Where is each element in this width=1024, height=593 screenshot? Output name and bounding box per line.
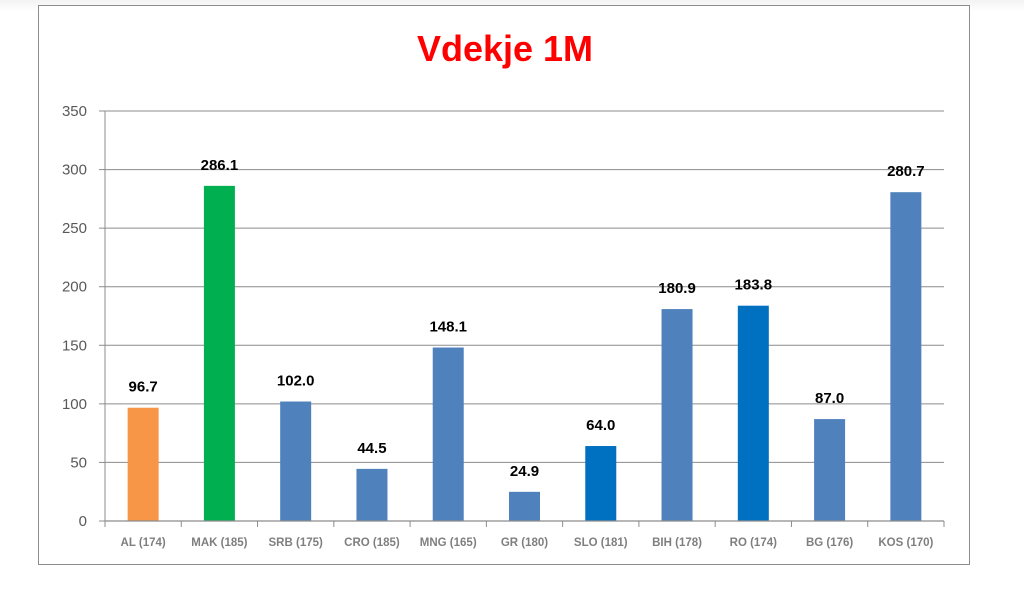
bar [203, 185, 235, 521]
data-label: 183.8 [735, 277, 773, 294]
bar [280, 401, 312, 521]
bar [814, 419, 846, 521]
y-tick-label: 250 [62, 220, 87, 237]
bar [585, 446, 617, 521]
data-label: 96.7 [129, 379, 158, 396]
bar [509, 491, 540, 521]
y-tick-label: 150 [62, 337, 87, 354]
y-tick-label: 0 [79, 513, 87, 530]
y-tick-label: 50 [70, 454, 87, 471]
data-labels: 96.7 286.1 102.0 44.5 148.1 24.9 64.0 180.9 183.… [129, 157, 925, 480]
data-label: 44.5 [357, 440, 386, 457]
x-tick-label: GR (180) [501, 537, 548, 549]
y-tick-label: 350 [62, 103, 87, 120]
x-tick-label: CRO (185) [344, 537, 400, 549]
y-tick-label: 100 [62, 396, 87, 413]
bar [432, 347, 464, 521]
data-label: 102.0 [277, 373, 315, 390]
bar [890, 192, 922, 521]
x-tick-label: KOS (170) [878, 537, 933, 549]
data-label: 286.1 [201, 157, 239, 174]
data-label: 24.9 [510, 463, 539, 480]
y-tick-label: 300 [62, 162, 87, 179]
bar [661, 309, 693, 521]
y-axis: 0 50 100 150 200 250 300 350 [62, 103, 106, 530]
bar [356, 468, 388, 521]
x-tick-label: SLO (181) [574, 537, 628, 549]
data-label: 280.7 [887, 163, 925, 180]
x-axis: AL (174) MAK (185) SRB (175) CRO (185) MNG (… [104, 520, 945, 549]
gridlines [105, 110, 944, 463]
x-tick-label: MNG (165) [420, 537, 477, 549]
x-tick-label: RO (174) [730, 537, 777, 549]
x-tick-label: BG (176) [806, 537, 853, 549]
bars [127, 185, 922, 521]
x-tick-label: BIH (178) [652, 537, 702, 549]
chart-title: Vdekje 1M [416, 28, 594, 69]
data-label: 148.1 [429, 319, 467, 336]
data-label: 87.0 [815, 390, 844, 407]
data-label: 180.9 [658, 280, 696, 297]
x-tick-label: MAK (185) [191, 537, 247, 549]
x-tick-label: SRB (175) [269, 537, 323, 549]
x-tick-label: AL (174) [121, 537, 166, 549]
bar [127, 407, 159, 521]
y-tick-label: 200 [62, 279, 87, 296]
data-label: 64.0 [586, 417, 615, 434]
bar [737, 305, 769, 521]
